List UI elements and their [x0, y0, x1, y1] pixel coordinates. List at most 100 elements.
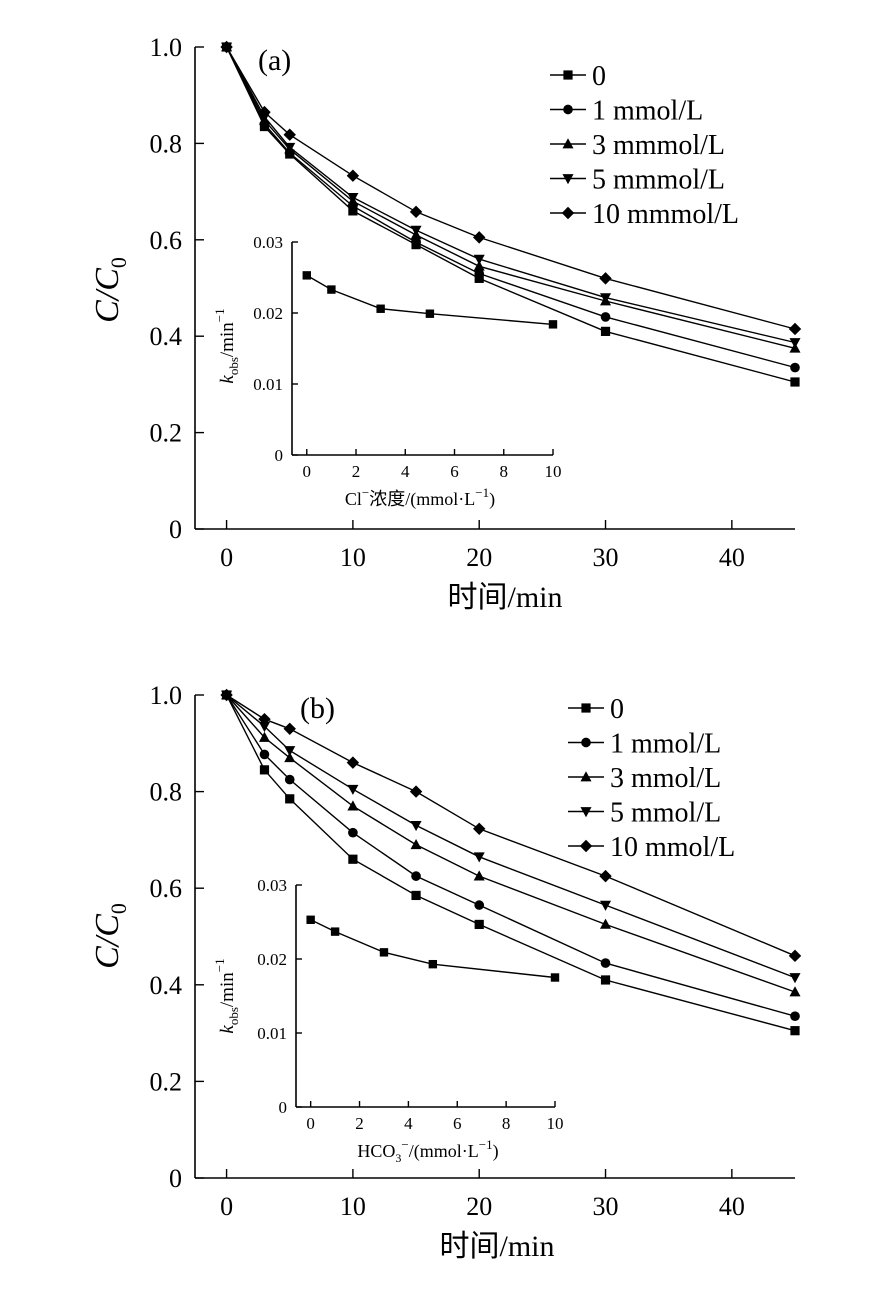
inset-y-axis-label: kobs/min−1 [212, 958, 241, 1033]
legend-marker [563, 104, 573, 115]
data-point [474, 900, 485, 910]
data-point [790, 377, 800, 387]
inset-y-label-rest: /min [217, 972, 238, 1007]
legend-label: 10 mmmol/L [592, 199, 739, 230]
x-tick-label: 30 [593, 1192, 619, 1221]
legend-marker [579, 839, 593, 853]
legend-label: 1 mmol/L [592, 96, 703, 127]
data-point [409, 785, 423, 798]
panel-label: (b) [300, 692, 335, 725]
x-tick-label: 30 [593, 543, 619, 572]
series-line [225, 694, 796, 1032]
inset-data-point [330, 927, 340, 936]
x-tick-label: 20 [466, 1192, 492, 1221]
inset-x-label-superscript: −1 [479, 1137, 493, 1152]
x-tick-label: 10 [340, 1192, 366, 1221]
inset-y-label-rest: /min [217, 322, 238, 357]
data-point [788, 322, 802, 336]
legend-marker [580, 771, 592, 782]
inset-x-label-post: ) [489, 489, 495, 510]
legend-marker [580, 807, 592, 818]
inset-y-tick-label: 0.01 [257, 1024, 287, 1043]
data-point [474, 268, 485, 279]
legend-label: 5 mmmol/L [592, 165, 725, 196]
series-line [225, 46, 796, 344]
inset-x-tick-label: 6 [450, 462, 459, 481]
data-point [410, 838, 422, 850]
inset-data-point [550, 973, 560, 982]
inset-x-label-mid: 浓度/(mmol·L [369, 489, 475, 510]
data-point [220, 688, 233, 702]
inset-y-label-superscript: −1 [212, 958, 227, 972]
data-point [789, 986, 801, 997]
data-point [600, 918, 612, 929]
inset-x-label-post: ) [493, 1141, 499, 1162]
inset-y-label-superscript: −1 [212, 308, 227, 322]
inset-x-tick-label: 0 [306, 1114, 315, 1133]
data-point [790, 1011, 800, 1022]
data-point [347, 784, 359, 795]
inset-x-tick-label: 4 [404, 1114, 413, 1133]
series-line [225, 46, 796, 349]
y-axis-label-main: C/C [89, 268, 126, 323]
inset-x-label-superscript: −1 [475, 485, 489, 500]
y-axis-label: C/C0 [89, 257, 131, 323]
y-tick-label: 1.0 [150, 33, 183, 62]
panel-label: (a) [258, 44, 291, 77]
legend-label: 1 mmol/L [610, 729, 721, 760]
inset-data-point [428, 959, 438, 969]
inset-data-point [327, 285, 336, 294]
data-point [284, 774, 295, 785]
data-point [284, 752, 296, 763]
x-axis-label: 时间/min [447, 581, 562, 614]
inset-y-tick-label: 0.02 [253, 304, 283, 323]
data-point [790, 362, 800, 373]
data-point [474, 919, 484, 930]
inset-x-axis-label: HCO3−/(mmol·L−1) [357, 1137, 498, 1165]
inset-x-label-mid: /(mmol·L [409, 1141, 479, 1162]
y-tick-label: 0.4 [150, 971, 183, 1000]
inset-y-tick-label: 0 [279, 1098, 288, 1117]
inset-data-point [302, 271, 311, 280]
data-point [411, 871, 421, 881]
data-point [258, 722, 270, 733]
x-axis-label: 时间/min [439, 1230, 554, 1263]
inset-chart: 00.010.020.030 2 4 6 8 10kobs/min−1Cl−浓度/(mmo… [212, 233, 562, 510]
data-point [346, 756, 360, 769]
data-point [473, 852, 485, 863]
data-point [473, 231, 486, 244]
legend-label: 0 [610, 694, 624, 725]
y-axis-label: C/C0 [89, 903, 131, 969]
inset-y-label-main: k [217, 1025, 238, 1034]
legend-marker [563, 70, 573, 80]
inset-data-point [379, 948, 389, 957]
x-tick-label: 40 [719, 543, 745, 572]
data-point [600, 900, 612, 911]
legend-label: 5 mmol/L [610, 798, 721, 829]
inset-chart: 00.010.020.030 2 4 6 8 10kobs/min−1HCO3−/(mmo… [212, 876, 564, 1165]
inset-x-axis-label: Cl−浓度/(mmol·L−1) [345, 485, 495, 510]
data-point [347, 193, 359, 204]
data-point [285, 794, 295, 804]
inset-x-tick-label: 2 [355, 1114, 364, 1133]
data-point [473, 260, 485, 271]
data-point [284, 142, 296, 154]
y-tick-label: 0.8 [150, 778, 183, 807]
data-point [348, 854, 358, 864]
data-point [284, 746, 296, 757]
inset-series-line [310, 919, 556, 979]
inset-x-tick-label: 4 [401, 462, 410, 481]
chart-panel: 00.20.40.60.81.00 10 20 30 40(b) 01 mmol/L3 m… [89, 681, 802, 1263]
x-tick-label: 20 [466, 543, 492, 572]
legend-marker [562, 174, 574, 185]
data-point [220, 40, 233, 54]
y-axis-label-subscript: 0 [106, 257, 131, 268]
inset-x-tick-label: 10 [547, 1114, 564, 1133]
chart-panel: 00.20.40.60.81.00 10 20 30 40(a) 01 mmol/L3 m… [89, 33, 802, 614]
y-tick-label: 0.2 [150, 1067, 183, 1096]
data-point [283, 128, 296, 141]
y-tick-label: 0 [169, 515, 182, 544]
data-point [410, 225, 422, 236]
data-point [600, 975, 611, 985]
legend-label: 0 [592, 61, 606, 92]
